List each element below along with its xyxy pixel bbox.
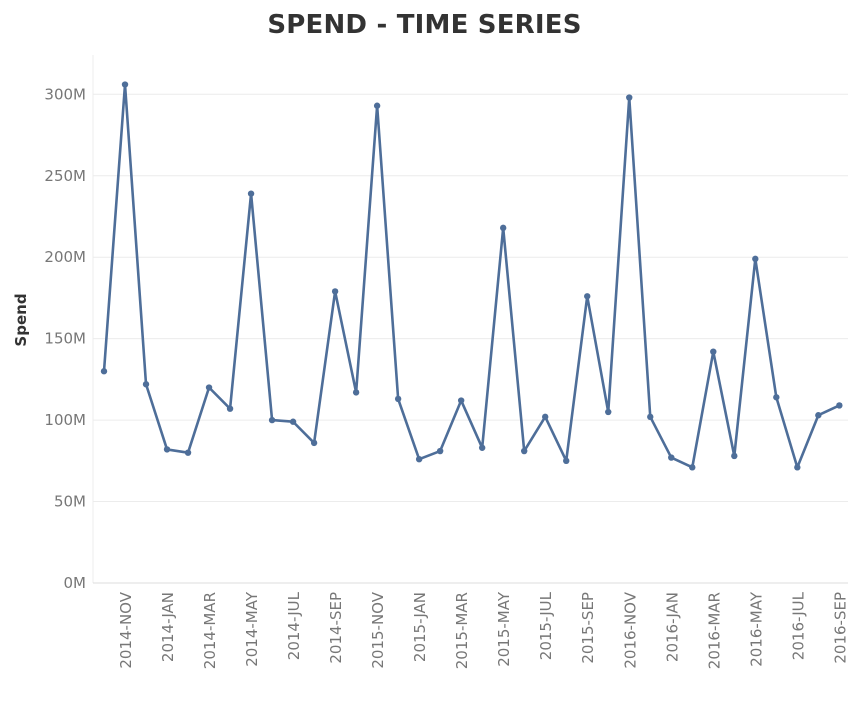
x-tick-layer: 2014-NOV 2014-JAN 2014-MAR 2014-MAY 2014-JUL… — [117, 591, 849, 669]
data-point[interactable] — [499, 224, 507, 232]
x-tick-label: 2016-SEP — [831, 592, 849, 664]
data-point[interactable] — [773, 394, 780, 401]
x-tick-label: 2014-JUL — [285, 591, 303, 660]
x-tick-label: 2015-MAY — [495, 591, 513, 667]
data-point[interactable] — [752, 255, 759, 263]
x-tick-label: 2014-SEP — [327, 592, 345, 664]
x-tick-label: 2014-MAY — [243, 591, 261, 667]
data-point[interactable] — [668, 454, 675, 461]
data-point[interactable] — [647, 413, 654, 421]
data-point[interactable] — [710, 348, 717, 355]
x-tick-label: 2014-JAN — [159, 592, 177, 662]
data-point[interactable] — [373, 102, 381, 109]
data-point[interactable] — [563, 457, 570, 465]
y-tick-label: 300M — [44, 85, 86, 103]
x-tick-label: 2014-NOV — [117, 591, 135, 668]
data-point[interactable] — [731, 452, 738, 460]
y-tick-layer: 0M 50M 100M 150M 200M 250M 300M — [44, 85, 86, 592]
y-tick-label: 200M — [44, 248, 86, 266]
data-point[interactable] — [794, 464, 801, 471]
data-point[interactable] — [605, 408, 612, 416]
y-tick-label: 150M — [44, 330, 86, 348]
y-tick-label: 0M — [64, 574, 87, 592]
data-point[interactable] — [415, 455, 423, 463]
y-axis-title: Spend — [12, 293, 30, 346]
series-line — [102, 83, 841, 469]
x-tick-label: 2016-JUL — [789, 591, 807, 660]
point-layer — [100, 81, 843, 471]
data-point[interactable] — [521, 447, 528, 455]
data-point[interactable] — [815, 412, 822, 419]
x-tick-label: 2014-MAR — [201, 592, 219, 669]
line-layer — [102, 83, 841, 469]
data-point[interactable] — [542, 413, 549, 421]
data-point[interactable] — [247, 190, 255, 197]
x-tick-label: 2016-MAR — [705, 592, 723, 669]
data-point[interactable] — [226, 405, 234, 412]
x-tick-label: 2016-MAY — [747, 591, 765, 667]
data-point[interactable] — [331, 288, 339, 295]
data-point[interactable] — [352, 389, 360, 396]
data-point[interactable] — [836, 402, 843, 409]
data-point[interactable] — [268, 416, 276, 424]
data-point[interactable] — [689, 464, 696, 471]
data-point[interactable] — [478, 444, 486, 451]
data-point[interactable] — [310, 439, 318, 447]
data-point[interactable] — [289, 418, 297, 425]
data-point[interactable] — [100, 368, 108, 375]
data-point[interactable] — [457, 397, 465, 404]
data-point[interactable] — [163, 446, 171, 453]
data-point[interactable] — [584, 293, 591, 300]
x-tick-label: 2016-NOV — [621, 591, 639, 668]
y-tick-label: 250M — [44, 167, 86, 185]
data-point[interactable] — [626, 94, 633, 101]
x-tick-label: 2015-MAR — [453, 592, 471, 669]
x-tick-label: 2016-JAN — [663, 592, 681, 662]
y-tick-label: 100M — [44, 411, 86, 429]
chart-title: SPEND - TIME SERIES — [267, 10, 582, 40]
data-point[interactable] — [394, 395, 402, 403]
data-point[interactable] — [121, 81, 129, 88]
data-point[interactable] — [205, 384, 213, 391]
axis-layer — [92, 55, 848, 584]
data-point[interactable] — [436, 447, 444, 455]
x-tick-label: 2015-SEP — [579, 592, 597, 664]
x-tick-label: 2015-NOV — [369, 591, 387, 668]
data-point[interactable] — [184, 449, 192, 456]
x-tick-label: 2015-JUL — [537, 591, 555, 660]
x-tick-label: 2015-JAN — [411, 592, 429, 662]
data-point[interactable] — [142, 381, 150, 388]
y-tick-label: 50M — [54, 493, 86, 511]
